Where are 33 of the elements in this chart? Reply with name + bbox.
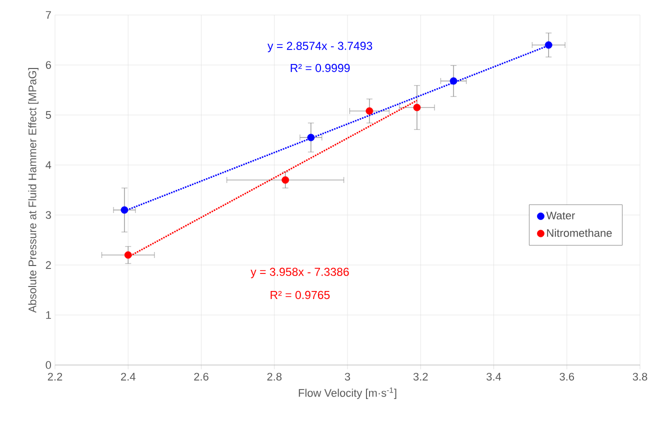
x-axis-title: Flow Velocity [m·s$^{-1}$] (298, 387, 396, 399)
legend-label: Water (546, 212, 575, 220)
legend-label: Nitromethane (547, 228, 612, 237)
y-tick-label: 3 (46, 211, 51, 219)
x-tick-label: 3.4 (486, 372, 502, 381)
x-tick-label: 3.2 (413, 372, 428, 381)
y-tick-label: 5 (46, 111, 51, 119)
y-tick-label: 6 (46, 61, 51, 69)
annotation: R² = 0.9765 (270, 290, 330, 300)
annotation: R² = 0.9999 (290, 64, 350, 72)
y-tick-label: 2 (46, 261, 51, 269)
point (450, 77, 458, 85)
point (124, 251, 132, 259)
x-tick-label: 2.4 (121, 372, 136, 380)
x-tick-label: 2.6 (194, 372, 208, 381)
annotation: y = 2.8574x - 3.7493 (268, 42, 372, 52)
point (120, 206, 128, 214)
annotation: y = 3.958x - 7.3386 (250, 268, 349, 278)
point (307, 134, 315, 142)
x-tick-label: 3.6 (560, 372, 574, 381)
x-tick-label: 2.2 (48, 372, 62, 380)
y-axis-title: Absolute Pressure at Fluid Hammer Effect [MPaG] (28, 68, 38, 313)
y-tick-label: 7 (46, 11, 51, 19)
point (544, 41, 552, 49)
y-tick-label: 0 (46, 361, 52, 369)
y-tick-label: 4 (46, 161, 52, 169)
point (413, 104, 421, 112)
y-tick-label: 1 (46, 311, 51, 319)
x-tick-label: 2.8 (267, 372, 282, 381)
x-tick-label: 3.8 (632, 372, 648, 381)
point (282, 176, 290, 184)
point (366, 107, 374, 115)
x-tick-label: 3 (344, 372, 350, 381)
